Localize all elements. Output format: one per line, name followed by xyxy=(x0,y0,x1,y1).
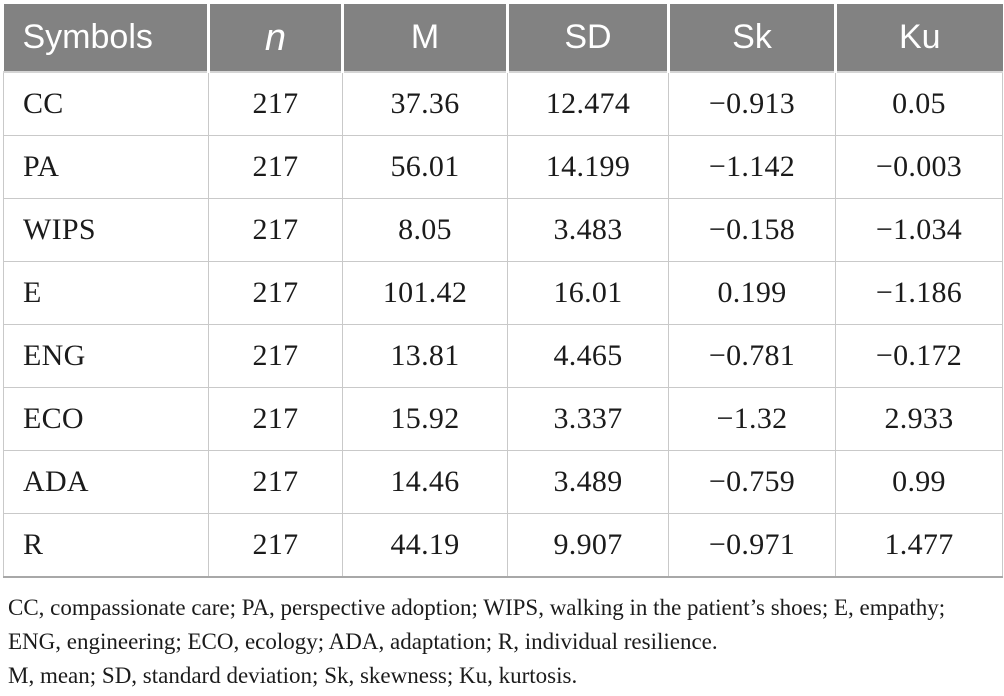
table-cell-sd: 3.483 xyxy=(507,198,669,262)
descriptive-statistics-table: Symbols n M SD Sk Ku CC 217 37.36 12.474 −0.… xyxy=(3,4,1003,578)
table-cell-m: 101.42 xyxy=(342,261,508,325)
table-cell-n: 217 xyxy=(208,324,343,388)
footnote-stat-abbreviations: M, mean; SD, standard deviation; Sk, ske… xyxy=(8,663,578,688)
table-cell-n: 217 xyxy=(208,387,343,451)
table-row: WIPS 217 8.05 3.483 −0.158 −1.034 xyxy=(3,198,1003,262)
table-cell-m: 14.46 xyxy=(342,450,508,514)
table-cell-sk: −1.142 xyxy=(668,135,836,199)
header-row: Symbols n M SD Sk Ku xyxy=(3,4,1003,73)
table-cell-n: 217 xyxy=(208,71,343,136)
table-cell-symbols: E xyxy=(3,261,209,325)
table-row: ECO 217 15.92 3.337 −1.32 2.933 xyxy=(3,387,1003,451)
table-cell-m: 56.01 xyxy=(342,135,508,199)
table-cell-symbols: CC xyxy=(3,71,209,136)
table-row: PA 217 56.01 14.199 −1.142 −0.003 xyxy=(3,135,1003,199)
column-header-skewness: Sk xyxy=(667,4,836,73)
column-header-sd: SD xyxy=(506,4,669,73)
table-cell-n: 217 xyxy=(208,261,343,325)
table-cell-ku: 1.477 xyxy=(835,513,1003,578)
table-cell-symbols: PA xyxy=(3,135,209,199)
table-cell-sk: 0.199 xyxy=(668,261,836,325)
table-cell-symbols: ENG xyxy=(3,324,209,388)
table-cell-ku: −0.172 xyxy=(835,324,1003,388)
table-cell-m: 13.81 xyxy=(342,324,508,388)
table-cell-symbols: WIPS xyxy=(3,198,209,262)
table-cell-ku: 2.933 xyxy=(835,387,1003,451)
table-cell-sk: −0.158 xyxy=(668,198,836,262)
table-cell-m: 8.05 xyxy=(342,198,508,262)
column-header-n: n xyxy=(207,4,343,73)
table-cell-ku: −1.034 xyxy=(835,198,1003,262)
table-row: ADA 217 14.46 3.489 −0.759 0.99 xyxy=(3,450,1003,514)
table-footnotes: CC, compassionate care; PA, perspective … xyxy=(3,591,1002,693)
table-row: R 217 44.19 9.907 −0.971 1.477 xyxy=(3,513,1003,578)
table-header: Symbols n M SD Sk Ku xyxy=(3,4,1003,73)
table-cell-ku: −1.186 xyxy=(835,261,1003,325)
table-cell-sk: −1.32 xyxy=(668,387,836,451)
table-cell-n: 217 xyxy=(208,135,343,199)
table-row: CC 217 37.36 12.474 −0.913 0.05 xyxy=(3,71,1003,136)
column-header-mean: M xyxy=(341,4,508,73)
table-cell-sd: 3.337 xyxy=(507,387,669,451)
table-cell-sk: −0.781 xyxy=(668,324,836,388)
table-cell-sd: 12.474 xyxy=(507,71,669,136)
table-cell-n: 217 xyxy=(208,513,343,578)
table-cell-sd: 3.489 xyxy=(507,450,669,514)
column-header-kurtosis: Ku xyxy=(834,4,1003,73)
table-body: CC 217 37.36 12.474 −0.913 0.05 PA 217 56.01 14.1… xyxy=(3,71,1003,578)
table-cell-n: 217 xyxy=(208,450,343,514)
table-cell-sd: 9.907 xyxy=(507,513,669,578)
table-cell-ku: −0.003 xyxy=(835,135,1003,199)
table-cell-ku: 0.99 xyxy=(835,450,1003,514)
column-header-symbols: Symbols xyxy=(3,4,209,73)
table-row: ENG 217 13.81 4.465 −0.781 −0.172 xyxy=(3,324,1003,388)
table-cell-sk: −0.971 xyxy=(668,513,836,578)
table-cell-sk: −0.913 xyxy=(668,71,836,136)
table-cell-symbols: ADA xyxy=(3,450,209,514)
table-cell-m: 44.19 xyxy=(342,513,508,578)
table-cell-m: 37.36 xyxy=(342,71,508,136)
table-row: E 217 101.42 16.01 0.199 −1.186 xyxy=(3,261,1003,325)
table-cell-sk: −0.759 xyxy=(668,450,836,514)
footnote-abbreviations: CC, compassionate care; PA, perspective … xyxy=(8,595,946,654)
table-cell-m: 15.92 xyxy=(342,387,508,451)
table-cell-sd: 16.01 xyxy=(507,261,669,325)
table-cell-symbols: R xyxy=(3,513,209,578)
table-cell-sd: 14.199 xyxy=(507,135,669,199)
table-cell-sd: 4.465 xyxy=(507,324,669,388)
table-cell-symbols: ECO xyxy=(3,387,209,451)
table-cell-n: 217 xyxy=(208,198,343,262)
table-cell-ku: 0.05 xyxy=(835,71,1003,136)
